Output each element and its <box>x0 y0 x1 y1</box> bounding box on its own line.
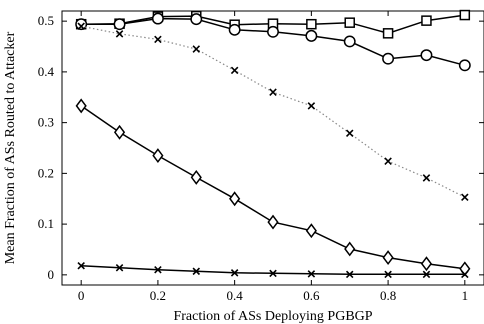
data-point-x <box>230 269 239 277</box>
data-point-x <box>384 157 392 165</box>
data-point-diamond <box>459 261 471 277</box>
data-point-diamond <box>152 148 164 164</box>
data-point-diamond <box>420 256 433 272</box>
x-axis-label: Fraction of ASs Deploying PGBGP <box>173 309 372 324</box>
data-point-x <box>154 35 162 44</box>
y-tick-label: 0 <box>48 267 55 282</box>
plot-frame <box>61 10 484 286</box>
x-tick-label: 0.8 <box>380 288 396 303</box>
y-tick-label: 0.3 <box>38 115 54 130</box>
data-point-x <box>422 174 431 182</box>
data-point-x <box>115 30 124 38</box>
data-point-diamond <box>382 250 394 266</box>
x-tick-label: 0.2 <box>150 288 166 303</box>
y-tick-label: 0.2 <box>38 165 54 180</box>
series-layer <box>75 9 471 279</box>
data-point-x <box>77 22 85 30</box>
data-point-diamond <box>267 214 279 230</box>
series-5 <box>77 261 469 279</box>
data-point-circle <box>228 23 241 36</box>
data-point-circle <box>267 25 279 38</box>
axis-ticks: 0 0.2 0.4 0.6 0.8 1 0 0.1 0.2 0.3 0.4 0.5 <box>38 11 484 303</box>
data-point-circle <box>420 49 433 62</box>
data-point-x <box>192 267 201 276</box>
data-point-x <box>307 102 316 110</box>
data-point-x <box>154 266 162 274</box>
data-point-square <box>382 28 394 39</box>
series-2 <box>75 12 471 72</box>
data-point-x <box>77 261 85 270</box>
x-tick-label: 0.4 <box>227 288 244 303</box>
data-point-x <box>461 193 469 201</box>
data-point-x <box>307 270 316 278</box>
data-point-square <box>344 17 355 28</box>
data-point-x <box>384 270 392 279</box>
data-point-circle <box>113 18 126 31</box>
y-axis-label: Mean Fraction of ASs Routed to Attacker <box>3 31 18 264</box>
data-point-circle <box>343 35 356 48</box>
y-tick-label: 0.4 <box>38 64 55 79</box>
data-point-x <box>345 270 354 279</box>
y-tick-label: 0.1 <box>38 216 54 231</box>
series-3 <box>77 22 469 201</box>
data-point-circle <box>75 18 88 31</box>
series-4 <box>75 98 471 277</box>
data-point-x <box>461 270 469 279</box>
data-point-x <box>192 45 201 53</box>
data-point-circle <box>305 29 318 42</box>
data-point-diamond <box>344 241 356 257</box>
series-line <box>80 105 465 270</box>
data-point-x <box>269 269 277 278</box>
data-point-diamond <box>113 124 126 140</box>
data-point-x <box>422 270 431 279</box>
data-point-circle <box>458 59 471 72</box>
data-point-diamond <box>305 223 317 239</box>
data-point-diamond <box>75 98 87 114</box>
x-tick-label: 0 <box>78 288 85 303</box>
data-point-square <box>459 9 471 21</box>
data-point-square <box>421 15 432 26</box>
data-point-circle <box>190 13 203 26</box>
data-point-x <box>230 66 239 75</box>
data-point-circle <box>151 12 164 25</box>
data-point-x <box>115 263 124 272</box>
data-point-circle <box>382 52 395 65</box>
data-point-x <box>269 88 277 96</box>
data-point-x <box>345 129 354 138</box>
y-tick-label: 0.5 <box>38 13 54 28</box>
x-tick-label: 0.6 <box>303 288 320 303</box>
data-point-diamond <box>229 191 241 207</box>
data-point-square <box>306 18 317 30</box>
series-line <box>81 25 466 198</box>
data-point-diamond <box>190 169 202 185</box>
x-tick-label: 1 <box>462 288 469 303</box>
